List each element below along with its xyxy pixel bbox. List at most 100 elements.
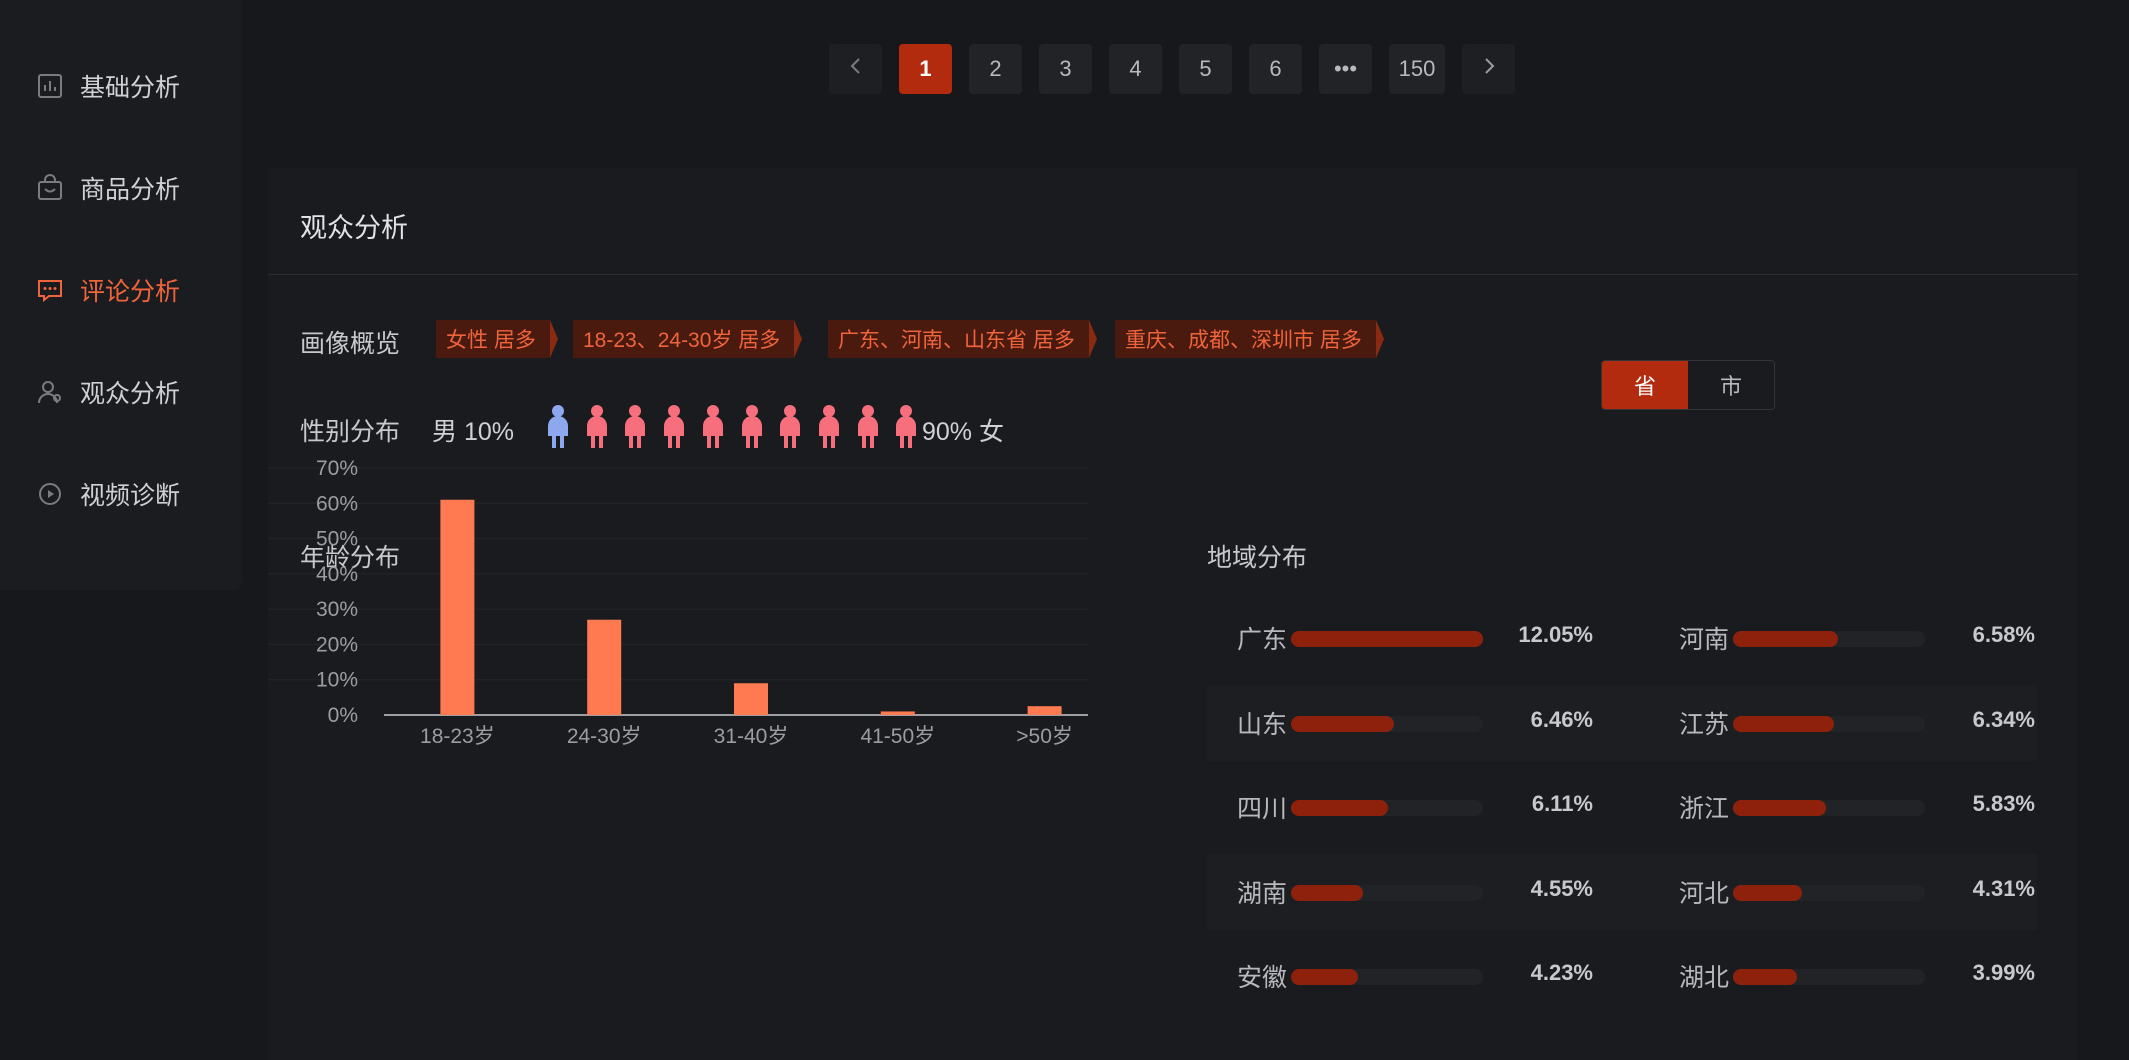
age-bar-chart: 0%10%20%30%40%50%60%70%18-23岁 24-30岁 31-40… xyxy=(268,457,1088,748)
region-row: 四川 6.11% 浙江 5.83% xyxy=(1207,769,2037,845)
sidebar-item-label: 评论分析 xyxy=(80,278,181,306)
x-tick-label: >50岁 xyxy=(1016,725,1073,748)
region-item: 河南 6.58% xyxy=(1649,600,2069,676)
region-percent: 6.46% xyxy=(1530,706,1593,732)
region-percent: 4.23% xyxy=(1530,960,1593,985)
toggle-city[interactable]: 市 xyxy=(1688,361,1774,409)
x-tick-label: 18-23岁 xyxy=(420,725,495,748)
x-tick-label: 24-30岁 xyxy=(567,725,642,748)
age-bar xyxy=(880,711,915,715)
region-percent: 6.58% xyxy=(1972,622,2035,647)
female-person-icon xyxy=(702,405,723,448)
y-tick-label: 30% xyxy=(316,598,358,621)
region-item: 江苏 6.34% xyxy=(1649,685,2069,761)
region-item: 浙江 5.83% xyxy=(1649,769,2069,845)
region-bar-fill xyxy=(1733,715,1835,732)
female-person-icon xyxy=(857,405,878,448)
sidebar-item-label: 观众分析 xyxy=(80,380,181,408)
region-bar-fill xyxy=(1291,969,1359,985)
region-item: 广东 12.05% xyxy=(1207,600,1627,676)
y-tick-label: 10% xyxy=(316,669,358,692)
region-bar-track xyxy=(1291,800,1483,816)
sidebar-item-audience-analysis[interactable]: 观众分析 xyxy=(36,362,226,422)
y-tick-label: 0% xyxy=(328,704,358,727)
x-tick-label: 41-50岁 xyxy=(860,725,935,748)
region-bar-track xyxy=(1733,969,1925,985)
play-circle-icon xyxy=(36,480,64,508)
region-name: 安徽 xyxy=(1237,964,1288,992)
female-person-icon xyxy=(625,405,646,448)
region-row: 广东 12.05% 河南 6.58% xyxy=(1207,600,2037,676)
region-item: 山东 6.46% xyxy=(1207,685,1627,761)
page-button-150[interactable]: 150 xyxy=(1389,44,1445,94)
shopping-bag-icon xyxy=(36,174,64,202)
toggle-province[interactable]: 省 xyxy=(1602,361,1688,409)
age-bar xyxy=(440,499,475,715)
region-percent: 5.83% xyxy=(1972,791,2035,816)
female-person-icon xyxy=(818,405,839,448)
region-name: 四川 xyxy=(1237,795,1288,823)
sidebar-item-basic-analysis[interactable]: 基础分析 xyxy=(36,56,226,116)
age-bar xyxy=(587,619,622,715)
region-percent: 6.34% xyxy=(1972,706,2035,732)
region-bar-track xyxy=(1733,631,1925,647)
region-bar-fill xyxy=(1291,631,1483,647)
region-item: 湖北 3.99% xyxy=(1649,938,2069,1014)
region-item: 湖南 4.55% xyxy=(1207,854,1627,930)
sidebar-item-product-analysis[interactable]: 商品分析 xyxy=(36,158,226,218)
region-bar-fill xyxy=(1733,969,1797,985)
region-name: 湖北 xyxy=(1679,964,1730,992)
region-row: 安徽 4.23% 湖北 3.99% xyxy=(1207,938,2037,1014)
region-level-toggle: 省 市 xyxy=(1601,360,1775,410)
divider xyxy=(268,274,2078,275)
sidebar-item-label: 基础分析 xyxy=(80,74,181,102)
region-name: 河北 xyxy=(1679,879,1730,908)
page-button-6[interactable]: 6 xyxy=(1249,44,1302,94)
region-percent: 3.99% xyxy=(1972,960,2035,985)
panel-title: 观众分析 xyxy=(300,213,408,243)
page-ellipsis-button[interactable]: ••• xyxy=(1319,44,1372,94)
region-bar-fill xyxy=(1291,800,1389,816)
region-name: 湖南 xyxy=(1237,879,1288,908)
region-name: 山东 xyxy=(1237,710,1288,739)
overview-tag: 女性 居多 xyxy=(436,320,558,358)
next-page-button[interactable] xyxy=(1462,44,1515,94)
female-percent: 90% 女 xyxy=(922,418,1004,446)
male-person-icon xyxy=(548,405,568,448)
region-item: 四川 6.11% xyxy=(1207,769,1627,845)
region-bar-fill xyxy=(1291,715,1394,732)
chevron-left-icon xyxy=(848,56,864,82)
page-button-5[interactable]: 5 xyxy=(1179,44,1232,94)
male-percent: 男 10% xyxy=(432,418,514,446)
gender-label: 性别分布 xyxy=(300,418,401,446)
sidebar-item-video-diagnosis[interactable]: 视频诊断 xyxy=(36,464,226,524)
region-percent: 12.05% xyxy=(1518,622,1593,647)
region-name: 广东 xyxy=(1237,626,1288,654)
comment-icon xyxy=(36,276,64,304)
sidebar: 基础分析 商品分析 评论分析 观众分析 视频诊断 xyxy=(0,0,242,590)
page-button-2[interactable]: 2 xyxy=(969,44,1022,94)
region-percent: 4.31% xyxy=(1972,875,2035,901)
page-button-4[interactable]: 4 xyxy=(1109,44,1162,94)
region-bar-fill xyxy=(1291,884,1364,901)
region-bar-fill xyxy=(1733,631,1838,647)
x-tick-label: 31-40岁 xyxy=(714,725,789,748)
region-bar-fill xyxy=(1733,800,1826,816)
prev-page-button[interactable] xyxy=(829,44,882,94)
overview-tag: 广东、河南、山东省 居多 xyxy=(828,320,1097,358)
bar-chart-icon xyxy=(36,72,64,100)
female-person-icon xyxy=(780,405,801,448)
y-tick-label: 20% xyxy=(316,633,358,656)
sidebar-item-label: 商品分析 xyxy=(80,176,181,204)
region-name: 江苏 xyxy=(1679,710,1730,739)
female-person-icon xyxy=(741,405,762,448)
female-person-icon xyxy=(586,405,607,448)
page-button-3[interactable]: 3 xyxy=(1039,44,1092,94)
region-bar-track xyxy=(1291,631,1483,647)
sidebar-item-comment-analysis[interactable]: 评论分析 xyxy=(36,260,226,320)
region-bar-track xyxy=(1291,715,1483,732)
region-title: 地域分布 xyxy=(1207,544,1308,572)
region-bar-track xyxy=(1291,884,1483,901)
age-chart-title: 年龄分布 xyxy=(300,544,401,572)
page-button-1[interactable]: 1 xyxy=(899,44,952,94)
